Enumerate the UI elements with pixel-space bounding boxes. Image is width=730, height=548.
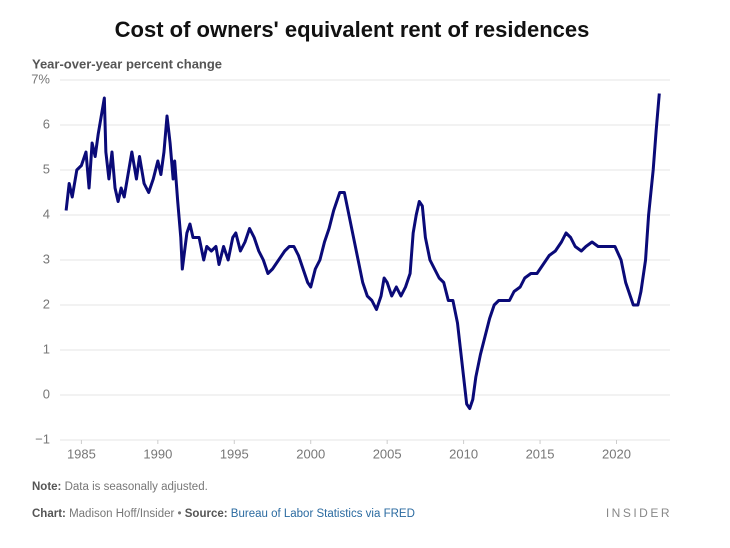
credits: Chart: Madison Hoff/Insider • Source: Bu… [32, 508, 415, 520]
source-label: Source: [185, 508, 228, 520]
y-tick-label: 6 [43, 116, 50, 131]
line-series [64, 93, 661, 410]
y-tick-label: 3 [43, 251, 50, 266]
note: Note: Data is seasonally adjusted. [32, 481, 208, 493]
chart-credit: Madison Hoff/Insider • [69, 508, 181, 520]
y-tick-label: 0 [43, 386, 50, 401]
x-tick-label: 1990 [143, 446, 172, 461]
note-text: Data is seasonally adjusted. [65, 481, 208, 493]
source-link[interactable]: Bureau of Labor Statistics via FRED [231, 508, 415, 520]
x-tick-label: 1995 [220, 446, 249, 461]
y-tick-label: −1 [35, 431, 50, 446]
x-tick-label: 2005 [373, 446, 402, 461]
y-axis-label: Year-over-year percent change [32, 56, 222, 71]
y-tick-label: 4 [43, 206, 50, 221]
y-tick-label: 1 [43, 341, 50, 356]
y-tick-label: 7% [31, 71, 50, 86]
brand: INSIDER [606, 506, 672, 520]
x-tick-label: 1985 [67, 446, 96, 461]
note-label: Note: [32, 481, 61, 493]
x-tick-label: 2020 [602, 446, 631, 461]
x-tick-label: 2010 [449, 446, 478, 461]
y-tick-label: 2 [43, 296, 50, 311]
chart-credit-label: Chart: [32, 508, 66, 520]
y-tick-label: 5 [43, 161, 50, 176]
chart-title: Cost of owners' equivalent rent of resid… [115, 17, 590, 42]
x-tick-label: 2000 [296, 446, 325, 461]
x-tick-label: 2015 [526, 446, 555, 461]
